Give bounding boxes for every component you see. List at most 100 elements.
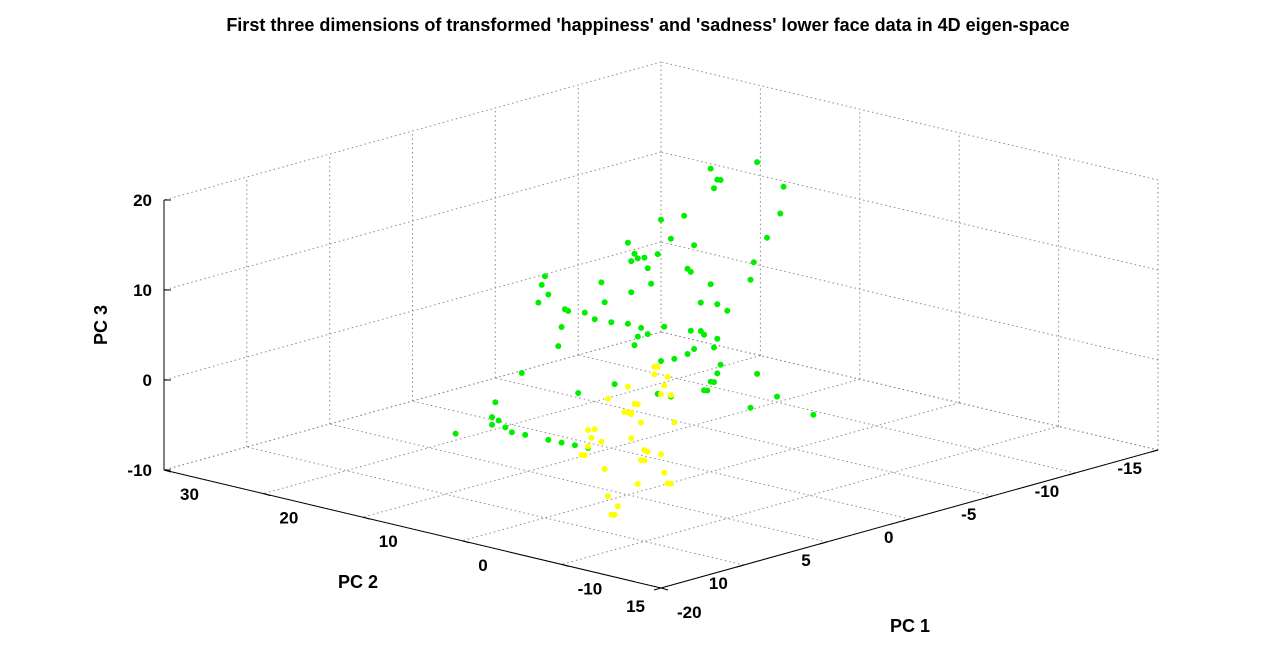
data-point-series-2: [624, 383, 631, 390]
data-point-series-1: [684, 351, 691, 357]
wall-grid-line: [660, 151, 1159, 271]
data-point-series-1: [538, 281, 545, 288]
y-tick-mark: [985, 495, 993, 499]
y-tick-mark: [736, 564, 744, 568]
axes-box: [163, 199, 1159, 591]
data-point-series-1: [681, 212, 688, 219]
chart-title: First three dimensions of transformed 'h…: [226, 15, 1069, 35]
data-point-series-1: [777, 210, 784, 217]
data-point-series-2: [658, 451, 664, 458]
data-point-series-1: [558, 324, 565, 330]
wall-grid-line: [660, 241, 1159, 361]
y-tick-mark: [653, 587, 662, 591]
wall-grid-line: [163, 151, 662, 291]
data-point-series-2: [628, 411, 635, 418]
data-point-series-1: [575, 390, 582, 396]
data-point-series-1: [654, 251, 661, 258]
data-point-series-1: [628, 258, 635, 265]
floor-grid-line: [246, 446, 744, 566]
wall-grid-line: [163, 61, 662, 201]
y-tick-label: 15: [626, 597, 645, 616]
x-tick-label: 0: [478, 556, 487, 575]
data-point-series-1: [608, 319, 615, 326]
data-point-series-2: [638, 457, 645, 464]
x-tick-label: 30: [180, 485, 199, 504]
data-point-series-1: [711, 185, 717, 192]
data-point-series-1: [555, 343, 562, 350]
y-tick-mark: [1068, 472, 1076, 476]
data-point-series-1: [754, 370, 761, 377]
data-point-series-1: [644, 331, 651, 338]
y-tick-label: 5: [801, 551, 810, 570]
data-point-series-1: [707, 165, 714, 172]
data-point-series-1: [634, 255, 641, 262]
data-point-series-1: [667, 235, 674, 242]
data-point-series-1: [601, 299, 608, 306]
data-point-series-2: [651, 371, 658, 378]
data-point-series-1: [502, 424, 509, 431]
data-point-series-2: [661, 382, 668, 389]
data-point-series-1: [631, 250, 638, 257]
x-tick-mark: [362, 516, 370, 520]
y-tick-label: -15: [1117, 459, 1142, 478]
data-point-series-2: [654, 363, 661, 370]
data-point-series-1: [701, 387, 708, 394]
data-point-series-1: [724, 307, 731, 314]
data-point-series-1: [691, 346, 698, 352]
floor-grid-line: [495, 377, 993, 497]
y-tick-label: -10: [1035, 482, 1060, 501]
data-point-series-1: [631, 342, 638, 349]
data-point-series-2: [578, 451, 585, 458]
x-tick-mark: [561, 563, 569, 567]
data-point-series-1: [545, 436, 552, 443]
data-point-series-2: [601, 466, 608, 472]
data-point-series-1: [489, 414, 495, 421]
data-point-series-1: [714, 370, 721, 377]
data-point-series-1: [571, 442, 578, 449]
data-point-series-1: [714, 335, 721, 342]
data-point-series-1: [714, 176, 721, 183]
tick-labels: -20 -10 0 10 20 30 -15 -10 -5 0 5 10 15 -10 0 10 20: [127, 191, 1142, 622]
data-point-series-1: [495, 417, 502, 424]
y-tick-mark: [902, 518, 910, 522]
data-point-series-1: [634, 333, 641, 340]
data-point-series-2: [598, 438, 605, 445]
y-tick-label: 0: [884, 528, 893, 547]
data-point-series-2: [644, 448, 651, 455]
data-point-series-2: [661, 469, 668, 476]
data-point-series-2: [664, 480, 671, 487]
data-point-series-1: [624, 320, 631, 327]
data-point-series-1: [638, 324, 645, 331]
data-point-series-1: [542, 273, 548, 280]
y-tick-mark: [1150, 449, 1159, 453]
grid-lines: [163, 61, 1159, 589]
data-point-series-1: [754, 159, 761, 166]
data-point-series-1: [641, 254, 648, 261]
data-point-series-1: [558, 439, 565, 446]
data-point-series-2: [621, 409, 628, 416]
z-tick-label: -10: [127, 461, 152, 480]
data-point-series-2: [605, 493, 611, 500]
data-point-series-2: [634, 401, 641, 408]
wall-grid-line: [163, 331, 662, 471]
data-point-series-1: [508, 429, 515, 436]
data-point-series-2: [588, 434, 595, 441]
data-point-series-1: [707, 281, 714, 288]
z-axis-label: PC 3: [91, 305, 111, 345]
x-axis-label: PC 1: [890, 616, 930, 636]
data-point-series-1: [535, 299, 542, 306]
data-point-series-1: [518, 370, 525, 376]
data-point-series-1: [701, 331, 708, 338]
data-point-series-1: [492, 399, 499, 406]
data-point-series-1: [714, 301, 721, 308]
floor-grid-line: [561, 425, 1059, 565]
floor-grid-line: [412, 400, 910, 520]
x-tick-mark: [462, 540, 470, 544]
x-tick-mark: [660, 587, 669, 591]
data-point-series-1: [780, 183, 787, 190]
data-point-series-2: [585, 443, 592, 450]
data-point-series-2: [614, 503, 621, 510]
wall-grid-line: [163, 241, 662, 381]
wall-grid-line: [660, 61, 1159, 181]
data-point-series-1: [687, 327, 694, 334]
